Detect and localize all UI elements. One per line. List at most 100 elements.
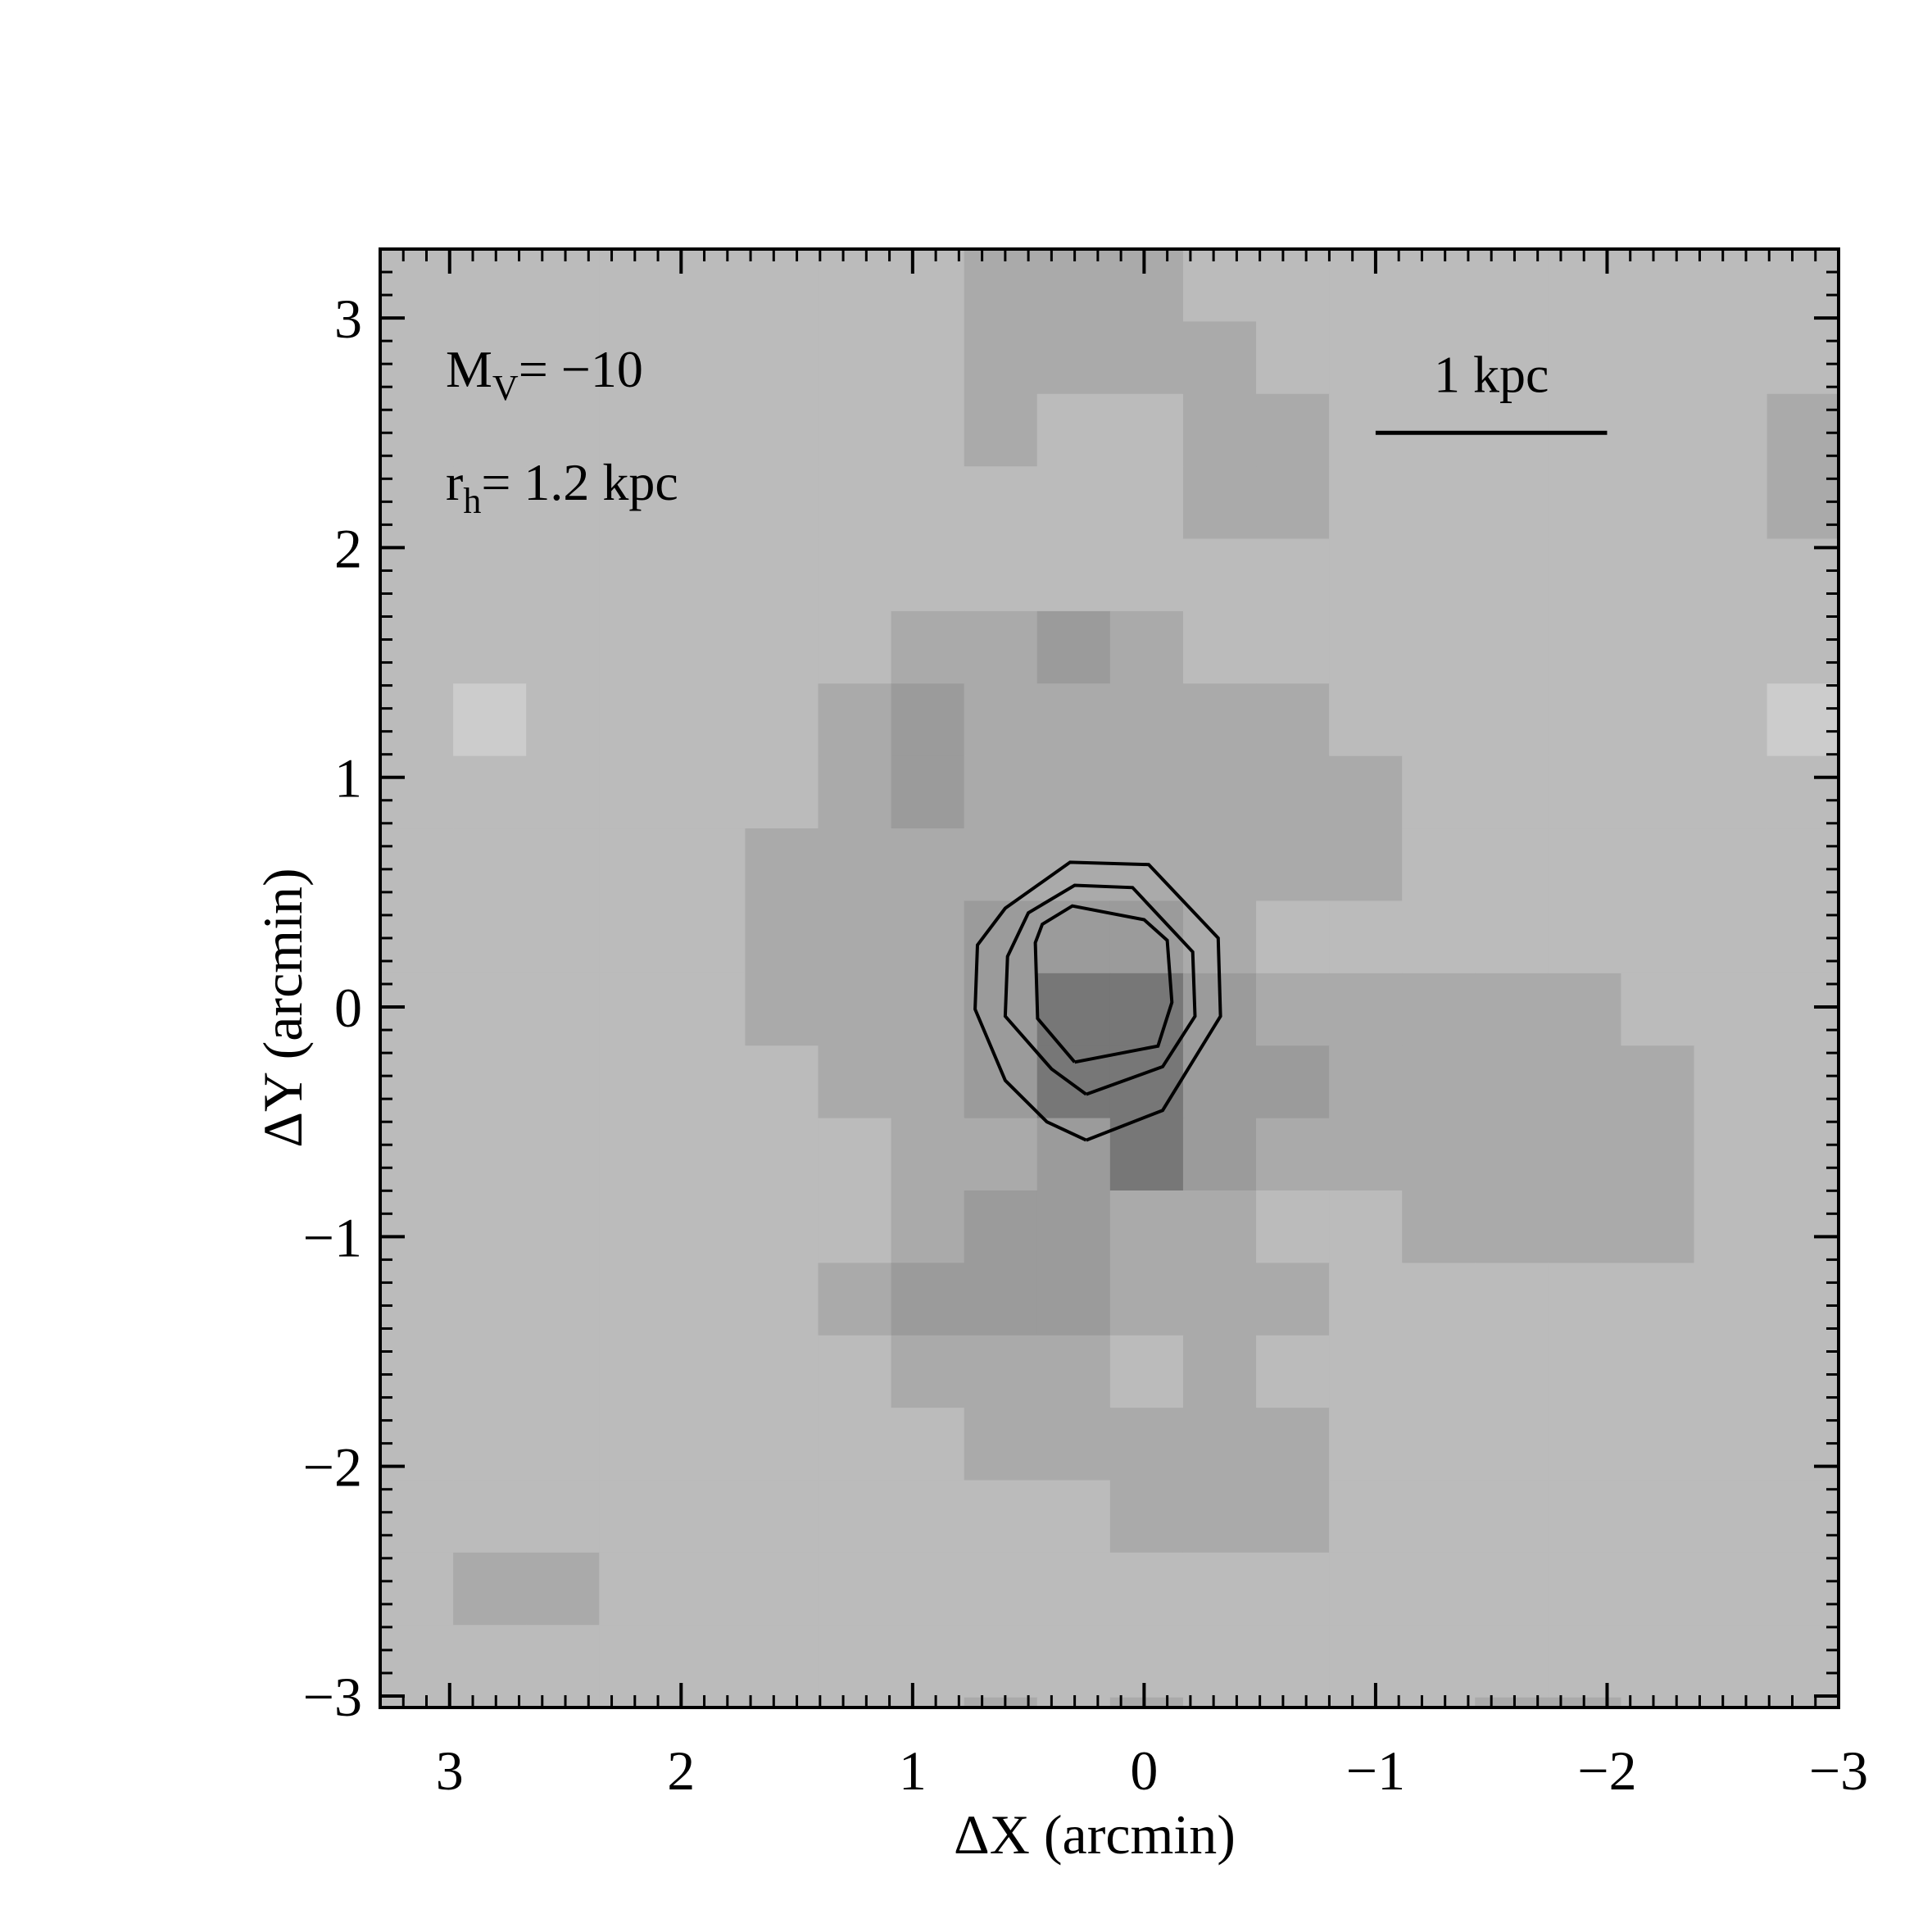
density-cell — [1182, 1190, 1257, 1263]
density-cell — [1329, 610, 1403, 684]
density-cell — [1329, 1625, 1403, 1698]
density-cell — [1182, 1480, 1257, 1553]
density-cell — [672, 610, 746, 684]
density-cell — [453, 1770, 527, 1843]
density-cell — [1402, 1625, 1476, 1698]
density-cell — [380, 1118, 454, 1191]
density-cell — [964, 1335, 1038, 1408]
density-cell — [745, 1335, 819, 1408]
density-cell — [745, 683, 819, 757]
density-cell — [891, 1190, 965, 1263]
density-cell — [1548, 610, 1622, 684]
density-cell — [891, 1552, 965, 1626]
density-cell — [599, 755, 673, 829]
density-cell — [818, 321, 892, 395]
density-cell — [1548, 321, 1622, 395]
density-cell — [672, 1190, 746, 1263]
density-cell — [1694, 828, 1768, 902]
density-cell — [818, 1552, 892, 1626]
density-cell — [1402, 466, 1476, 540]
density-cell — [1109, 1408, 1184, 1481]
density-cell — [818, 1263, 892, 1336]
axis-ticks — [379, 247, 1840, 1708]
density-cell — [1036, 1118, 1111, 1191]
density-cell — [964, 1408, 1038, 1481]
density-cell — [1256, 538, 1330, 612]
density-cell — [1694, 1263, 1768, 1336]
density-cell — [1256, 900, 1330, 974]
x-tick-label: −3 — [1809, 1739, 1868, 1802]
density-cell — [818, 1190, 892, 1263]
density-cell — [891, 683, 965, 757]
density-cell — [1694, 538, 1768, 612]
density-cell — [1109, 538, 1184, 612]
density-cell — [1548, 1552, 1622, 1626]
density-cell — [453, 900, 527, 974]
density-cell — [453, 249, 527, 322]
density-cell — [1256, 1625, 1330, 1698]
density-cell — [1475, 1552, 1549, 1626]
density-cell — [599, 973, 673, 1046]
density-cell — [380, 1335, 454, 1408]
density-cell — [1548, 538, 1622, 612]
density-cell — [1256, 1118, 1330, 1191]
density-cell — [745, 1408, 819, 1481]
density-cell — [1621, 755, 1695, 829]
density-cell — [1109, 1263, 1184, 1336]
density-cell — [453, 1045, 527, 1119]
y-tick-label: −2 — [303, 1436, 362, 1499]
density-cell — [818, 1118, 892, 1191]
density-cell — [818, 1480, 892, 1553]
density-cell — [526, 683, 600, 757]
density-cell — [1036, 1190, 1111, 1263]
density-cell — [964, 1190, 1038, 1263]
density-cell — [964, 393, 1038, 467]
density-cell — [745, 321, 819, 395]
density-cell — [1036, 973, 1111, 1046]
density-cell — [1109, 900, 1184, 974]
density-cell — [964, 1045, 1038, 1119]
density-cell — [1694, 1480, 1768, 1553]
density-cell — [1182, 828, 1257, 902]
density-cell — [1694, 683, 1768, 757]
density-map — [380, 249, 1839, 1843]
y-tick-label: 3 — [334, 288, 362, 350]
density-cell — [1329, 1552, 1403, 1626]
density-cell — [599, 1770, 673, 1843]
density-cell — [1402, 1045, 1476, 1119]
density-cell — [1402, 1552, 1476, 1626]
density-cell — [1402, 1408, 1476, 1481]
density-cell — [891, 610, 965, 684]
density-cell — [1329, 1408, 1403, 1481]
density-cell — [1109, 1335, 1184, 1408]
density-cell — [1766, 755, 1839, 829]
density-cell — [672, 393, 746, 467]
density-cell — [818, 1408, 892, 1481]
density-cell — [1182, 321, 1257, 395]
density-cell — [1329, 1697, 1403, 1708]
density-cell — [1182, 755, 1257, 829]
density-cell — [745, 538, 819, 612]
density-cell — [1766, 1697, 1839, 1708]
density-cell — [964, 683, 1038, 757]
density-cell — [672, 1118, 746, 1191]
density-cell — [1548, 900, 1622, 974]
density-cell — [745, 1697, 819, 1708]
density-cell — [745, 1625, 819, 1698]
density-cell — [964, 1118, 1038, 1191]
density-cell — [526, 1045, 600, 1119]
density-cell — [1036, 1408, 1111, 1481]
density-cell — [1182, 1625, 1257, 1698]
density-cell — [1621, 900, 1695, 974]
density-cell — [818, 1045, 892, 1119]
density-cell — [599, 1118, 673, 1191]
density-cell — [1475, 1118, 1549, 1191]
density-cell — [964, 538, 1038, 612]
density-cell — [1402, 610, 1476, 684]
density-cell — [745, 1045, 819, 1119]
density-cell — [672, 973, 746, 1046]
density-cell — [1256, 610, 1330, 684]
density-cell — [1256, 1190, 1330, 1263]
density-cell — [1256, 1697, 1330, 1708]
density-cell — [1329, 321, 1403, 395]
